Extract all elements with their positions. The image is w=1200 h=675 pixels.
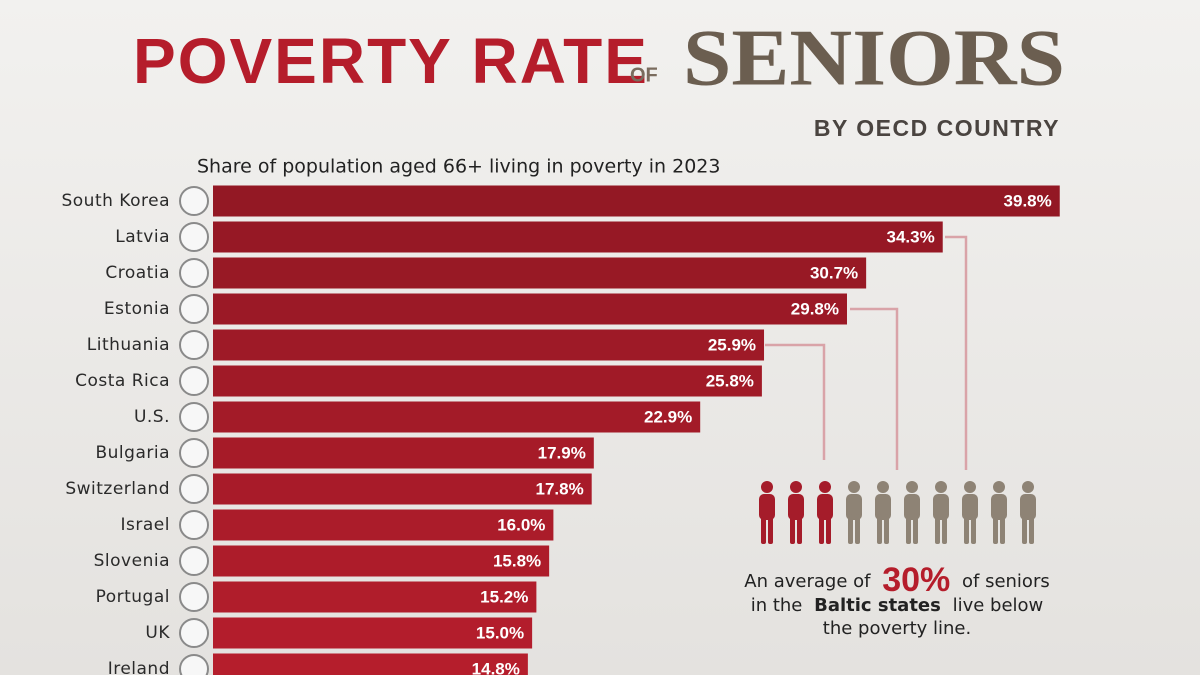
annotation-bold: Baltic states [814, 595, 941, 616]
flag-icon [179, 618, 209, 648]
value-label: 15.2% [480, 587, 528, 606]
value-label: 25.9% [708, 335, 756, 354]
category-label: Bulgaria [96, 443, 171, 463]
annotation-line: in the Baltic states live below [751, 595, 1044, 616]
flag-icon [179, 546, 209, 576]
category-label: Israel [121, 515, 170, 535]
title-emphasis: SENIORS [683, 14, 1065, 102]
flag-icon [179, 294, 209, 324]
category-label: South Korea [61, 191, 170, 211]
flag-icon [179, 510, 209, 540]
title-connector: OF [630, 64, 658, 86]
connector-lines [765, 235, 968, 470]
annotation-line: the poverty line. [823, 618, 971, 639]
category-label: Switzerland [65, 479, 170, 499]
bar [213, 185, 1060, 217]
annotation-text: of seniors [962, 571, 1050, 592]
bar [213, 257, 867, 289]
category-label: Lithuania [87, 335, 170, 355]
bars: South Korea 39.8% Latvia 34.3% Croatia 30.7% E… [61, 185, 1060, 675]
category-label: Portugal [96, 587, 170, 607]
bar [213, 401, 701, 433]
value-label: 25.8% [706, 371, 754, 390]
bar [213, 617, 533, 649]
value-label: 15.0% [476, 623, 524, 642]
annotation-text: live below [953, 595, 1044, 616]
annotation-highlight: 30% [882, 561, 950, 599]
bar [213, 365, 762, 397]
category-label: Estonia [104, 299, 170, 319]
flag-icon [179, 222, 209, 252]
bar [213, 221, 943, 253]
category-label: Slovenia [94, 551, 170, 571]
flag-icon [179, 258, 209, 288]
flag-icon [179, 654, 209, 675]
value-label: 30.7% [810, 263, 858, 282]
flag-icon [179, 474, 209, 504]
value-label: 29.8% [791, 299, 839, 318]
category-label: Latvia [115, 227, 170, 247]
bar [213, 545, 550, 577]
value-label: 17.8% [535, 479, 583, 498]
value-label: 39.8% [1004, 191, 1052, 210]
bar [213, 329, 765, 361]
category-label: Ireland [108, 659, 170, 675]
category-label: Croatia [105, 263, 170, 283]
title-main: POVERTY RATE [133, 25, 649, 97]
annotation-text: An average of [744, 571, 871, 592]
value-label: 14.8% [472, 659, 520, 675]
flag-icon [179, 366, 209, 396]
bar [213, 509, 554, 541]
value-label: 34.3% [887, 227, 935, 246]
value-label: 15.8% [493, 551, 541, 570]
flag-icon [179, 438, 209, 468]
bar [213, 293, 847, 325]
flag-icon [179, 330, 209, 360]
category-label: UK [145, 623, 170, 643]
flag-icon [179, 582, 209, 612]
flag-icon [179, 186, 209, 216]
title-sub: BY OECD COUNTRY [814, 115, 1060, 141]
value-label: 17.9% [538, 443, 586, 462]
bar [213, 581, 537, 613]
bar [213, 437, 594, 469]
value-label: 16.0% [497, 515, 545, 534]
value-label: 22.9% [644, 407, 692, 426]
bar [213, 473, 592, 505]
subtitle: Share of population aged 66+ living in p… [197, 156, 720, 178]
category-label: U.S. [134, 407, 170, 427]
flag-icon [179, 402, 209, 432]
annotation-text: in the [751, 595, 803, 616]
annotation-line: An average of 30% of seniors [744, 561, 1049, 599]
bar [213, 653, 528, 675]
category-label: Costa Rica [75, 371, 170, 391]
